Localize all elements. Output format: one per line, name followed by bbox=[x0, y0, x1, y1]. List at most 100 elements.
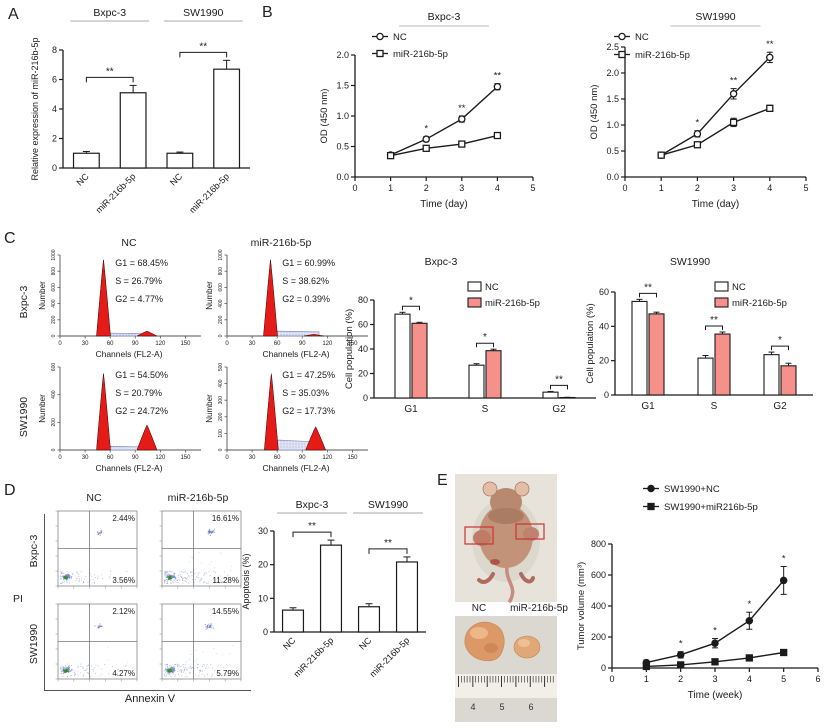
dot bbox=[111, 666, 113, 668]
x-tick-label: miR-216b-5p bbox=[368, 635, 412, 679]
dot bbox=[196, 658, 198, 660]
dot bbox=[174, 577, 177, 580]
x-tick-label: 60 bbox=[107, 341, 114, 347]
panel-d-label: D bbox=[4, 482, 16, 499]
x-tick-label: 4 bbox=[747, 674, 752, 684]
dot bbox=[86, 672, 88, 674]
dot bbox=[80, 571, 82, 573]
x-tick-label: 60 bbox=[274, 341, 281, 347]
dot bbox=[59, 575, 62, 577]
data-point bbox=[493, 82, 502, 91]
dot bbox=[185, 661, 187, 663]
x-tick-label: NC bbox=[75, 171, 92, 188]
dot bbox=[101, 530, 103, 532]
dot bbox=[80, 665, 82, 667]
dot bbox=[167, 570, 169, 572]
data-point bbox=[647, 502, 655, 511]
dot bbox=[207, 533, 209, 535]
dot bbox=[218, 578, 220, 580]
dot bbox=[213, 528, 215, 530]
group-header: Bxpc-3 bbox=[296, 499, 329, 511]
dot bbox=[66, 577, 68, 579]
dot bbox=[66, 669, 68, 671]
dot bbox=[172, 665, 174, 667]
dot bbox=[100, 531, 103, 533]
dot bbox=[203, 675, 206, 677]
y-tick-label: 0.0 bbox=[606, 172, 619, 182]
sig-label: * bbox=[409, 295, 413, 306]
dot bbox=[72, 573, 74, 575]
dot bbox=[221, 581, 223, 583]
g2-peak bbox=[136, 424, 158, 451]
dot bbox=[78, 575, 80, 578]
dot bbox=[190, 666, 192, 668]
bar bbox=[357, 606, 381, 633]
flow-scatter-bxpc3-mir: 16.61% 11.28% bbox=[159, 510, 242, 589]
bar bbox=[648, 313, 665, 396]
sig-bracket bbox=[771, 345, 789, 351]
sig-bracket bbox=[476, 342, 494, 348]
data-point bbox=[376, 49, 384, 58]
dot bbox=[171, 670, 173, 673]
y-tick-label: 600 bbox=[51, 283, 57, 292]
series-line bbox=[646, 579, 785, 664]
data-point bbox=[745, 616, 754, 625]
pct-lower-right: 3.56% bbox=[112, 576, 135, 585]
dot bbox=[94, 667, 96, 669]
y-tick-label: 0 bbox=[51, 448, 57, 451]
dot bbox=[168, 669, 170, 671]
pct-lower-right: 5.79% bbox=[216, 669, 239, 678]
dot bbox=[203, 574, 205, 576]
panel-c-label: C bbox=[4, 230, 16, 247]
y-tick-label: 40 bbox=[358, 344, 368, 354]
y-tick-label: 100 bbox=[218, 429, 224, 438]
dot bbox=[223, 571, 225, 573]
dot bbox=[98, 627, 100, 629]
x-tick-label: 90 bbox=[299, 455, 306, 461]
dot bbox=[185, 581, 187, 583]
s-phase-region bbox=[276, 439, 310, 451]
bar bbox=[281, 609, 305, 633]
x-tick-label: 5 bbox=[803, 183, 808, 193]
chart-title: SW1990 bbox=[670, 256, 710, 268]
dot bbox=[202, 663, 204, 665]
x-axis-label: Time (week) bbox=[688, 690, 743, 701]
data-point bbox=[729, 118, 738, 127]
y-tick-label: 0 bbox=[604, 390, 609, 400]
dot bbox=[186, 669, 188, 671]
x-tick-label: 150 bbox=[347, 455, 358, 461]
dot bbox=[71, 668, 73, 671]
x-tick-label: miR-216b-5p bbox=[94, 171, 138, 215]
dot bbox=[205, 667, 207, 669]
dot bbox=[165, 675, 167, 677]
dot bbox=[169, 674, 171, 676]
x-tick-label: 0 bbox=[58, 341, 62, 347]
y-tick-label: 20 bbox=[258, 560, 268, 570]
tumor-marker-box-left bbox=[464, 526, 494, 545]
dot bbox=[177, 575, 180, 577]
dot bbox=[167, 672, 169, 674]
dot bbox=[75, 674, 77, 676]
dot bbox=[68, 669, 70, 671]
dot bbox=[83, 578, 85, 580]
dot bbox=[167, 668, 169, 670]
dot bbox=[164, 667, 166, 669]
dot bbox=[223, 672, 225, 675]
dot bbox=[219, 672, 221, 674]
dot bbox=[174, 579, 176, 581]
dot bbox=[182, 577, 184, 579]
dot bbox=[170, 675, 172, 678]
dot bbox=[180, 669, 183, 671]
legend-label: miR-216b-5p bbox=[732, 298, 787, 309]
x-tick-label: 90 bbox=[299, 341, 306, 347]
x-tick-label: 30 bbox=[82, 455, 89, 461]
dot bbox=[184, 667, 186, 669]
tumor-bulge-left bbox=[473, 530, 491, 546]
y-tick-label: 60 bbox=[358, 320, 368, 330]
x-tick-label: 3 bbox=[712, 674, 717, 684]
pct-upper-right: 2.44% bbox=[112, 514, 135, 523]
bar bbox=[72, 152, 100, 169]
dot bbox=[210, 623, 212, 625]
dot bbox=[197, 574, 199, 576]
